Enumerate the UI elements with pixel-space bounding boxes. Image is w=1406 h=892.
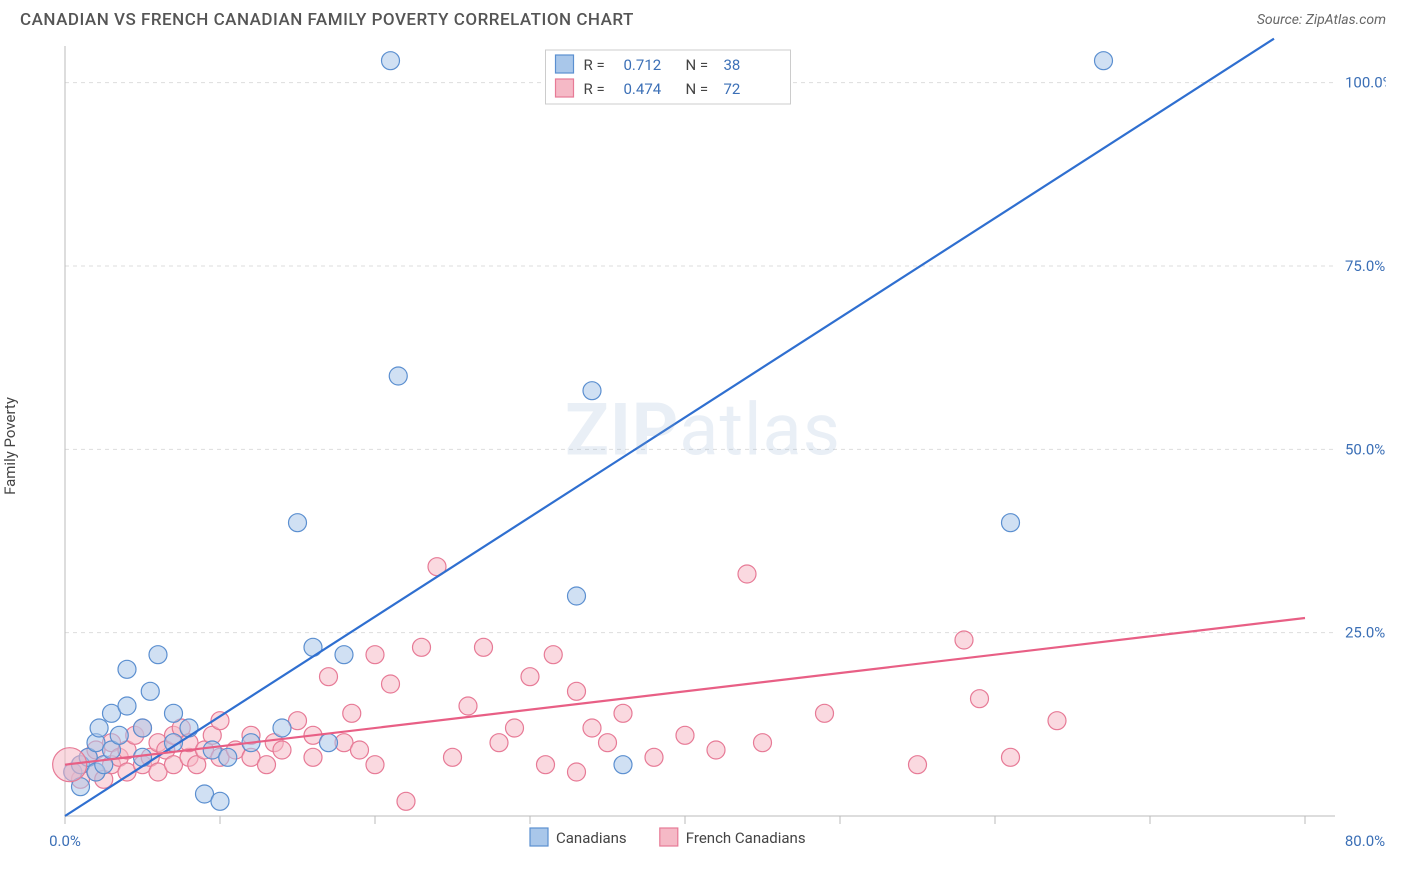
data-point-blue	[1095, 52, 1113, 70]
chart-header: CANADIAN VS FRENCH CANADIAN FAMILY POVER…	[0, 0, 1406, 36]
trendline-blue	[65, 39, 1274, 816]
data-point-blue	[118, 697, 136, 715]
legend-n-value: 38	[724, 56, 741, 74]
legend-n-label: N =	[686, 56, 709, 74]
data-point-blue	[289, 514, 307, 532]
data-point-pink	[544, 646, 562, 664]
data-point-pink	[320, 668, 338, 686]
data-point-pink	[971, 690, 989, 708]
data-point-blue	[219, 748, 237, 766]
scatter-chart: 25.0% 50.0% 75.0% 100.0% 0.0% 80.0% R = 0.712 N …	[20, 36, 1386, 856]
chart-source: Source: ZipAtlas.com	[1257, 12, 1386, 28]
data-point-pink	[304, 748, 322, 766]
legend-swatch	[556, 79, 574, 97]
data-point-pink	[537, 756, 555, 774]
data-point-pink	[909, 756, 927, 774]
data-point-pink	[738, 565, 756, 583]
data-point-blue	[118, 660, 136, 678]
data-point-blue	[180, 719, 198, 737]
ytick-label: 50.0%	[1345, 440, 1385, 458]
data-point-pink	[599, 734, 617, 752]
data-point-pink	[413, 638, 431, 656]
data-point-pink	[583, 719, 601, 737]
data-point-blue	[90, 719, 108, 737]
legend-r-value: 0.712	[624, 56, 662, 74]
data-point-pink	[475, 638, 493, 656]
data-point-blue	[273, 719, 291, 737]
data-point-pink	[1048, 712, 1066, 730]
bottom-legend-label: French Canadians	[686, 829, 806, 847]
data-point-pink	[614, 704, 632, 722]
source-value: ZipAtlas.com	[1306, 12, 1386, 28]
data-point-blue	[141, 682, 159, 700]
data-point-pink	[645, 748, 663, 766]
data-point-pink	[568, 763, 586, 781]
data-point-pink	[816, 704, 834, 722]
data-point-blue	[614, 756, 632, 774]
data-point-pink	[258, 756, 276, 774]
bottom-legend-swatch	[530, 828, 548, 846]
data-point-blue	[149, 646, 167, 664]
data-point-blue	[1002, 514, 1020, 532]
source-label: Source:	[1257, 12, 1306, 28]
xtick-label: 80.0%	[1345, 832, 1385, 850]
data-point-pink	[343, 704, 361, 722]
xtick-label: 0.0%	[49, 832, 81, 850]
data-point-blue	[320, 734, 338, 752]
legend-swatch	[556, 55, 574, 73]
ytick-label: 25.0%	[1345, 624, 1385, 642]
data-point-pink	[382, 675, 400, 693]
legend-r-value: 0.474	[624, 80, 662, 98]
data-point-pink	[521, 668, 539, 686]
data-point-blue	[389, 367, 407, 385]
data-point-pink	[1002, 748, 1020, 766]
legend-r-label: R =	[584, 56, 605, 74]
data-point-pink	[506, 719, 524, 737]
data-point-pink	[366, 646, 384, 664]
data-point-blue	[134, 719, 152, 737]
legend-r-label: R =	[584, 80, 605, 98]
data-point-pink	[955, 631, 973, 649]
data-point-pink	[676, 726, 694, 744]
data-point-pink	[444, 748, 462, 766]
chart-title: CANADIAN VS FRENCH CANADIAN FAMILY POVER…	[20, 10, 634, 30]
data-point-blue	[568, 587, 586, 605]
data-point-pink	[754, 734, 772, 752]
data-point-blue	[110, 726, 128, 744]
stats-legend	[546, 50, 791, 104]
data-point-pink	[459, 697, 477, 715]
data-point-pink	[707, 741, 725, 759]
chart-container: Family Poverty ZIPatlas 25.0%50.0%75.0%1…	[20, 36, 1386, 856]
data-point-pink	[490, 734, 508, 752]
data-point-blue	[211, 792, 229, 810]
ytick-label: 75.0%	[1345, 257, 1385, 275]
data-point-blue	[335, 646, 353, 664]
data-point-blue	[382, 52, 400, 70]
data-point-blue	[583, 382, 601, 400]
bottom-legend-label: Canadians	[556, 829, 627, 847]
legend-n-label: N =	[686, 80, 709, 98]
legend-n-value: 72	[724, 80, 741, 98]
data-point-pink	[273, 741, 291, 759]
ytick-label: 100.0%	[1345, 74, 1386, 92]
data-point-pink	[351, 741, 369, 759]
data-point-blue	[165, 704, 183, 722]
bottom-legend-swatch	[660, 828, 678, 846]
data-point-pink	[397, 792, 415, 810]
data-point-pink	[568, 682, 586, 700]
data-point-pink	[366, 756, 384, 774]
y-axis-label: Family Poverty	[1, 397, 19, 495]
